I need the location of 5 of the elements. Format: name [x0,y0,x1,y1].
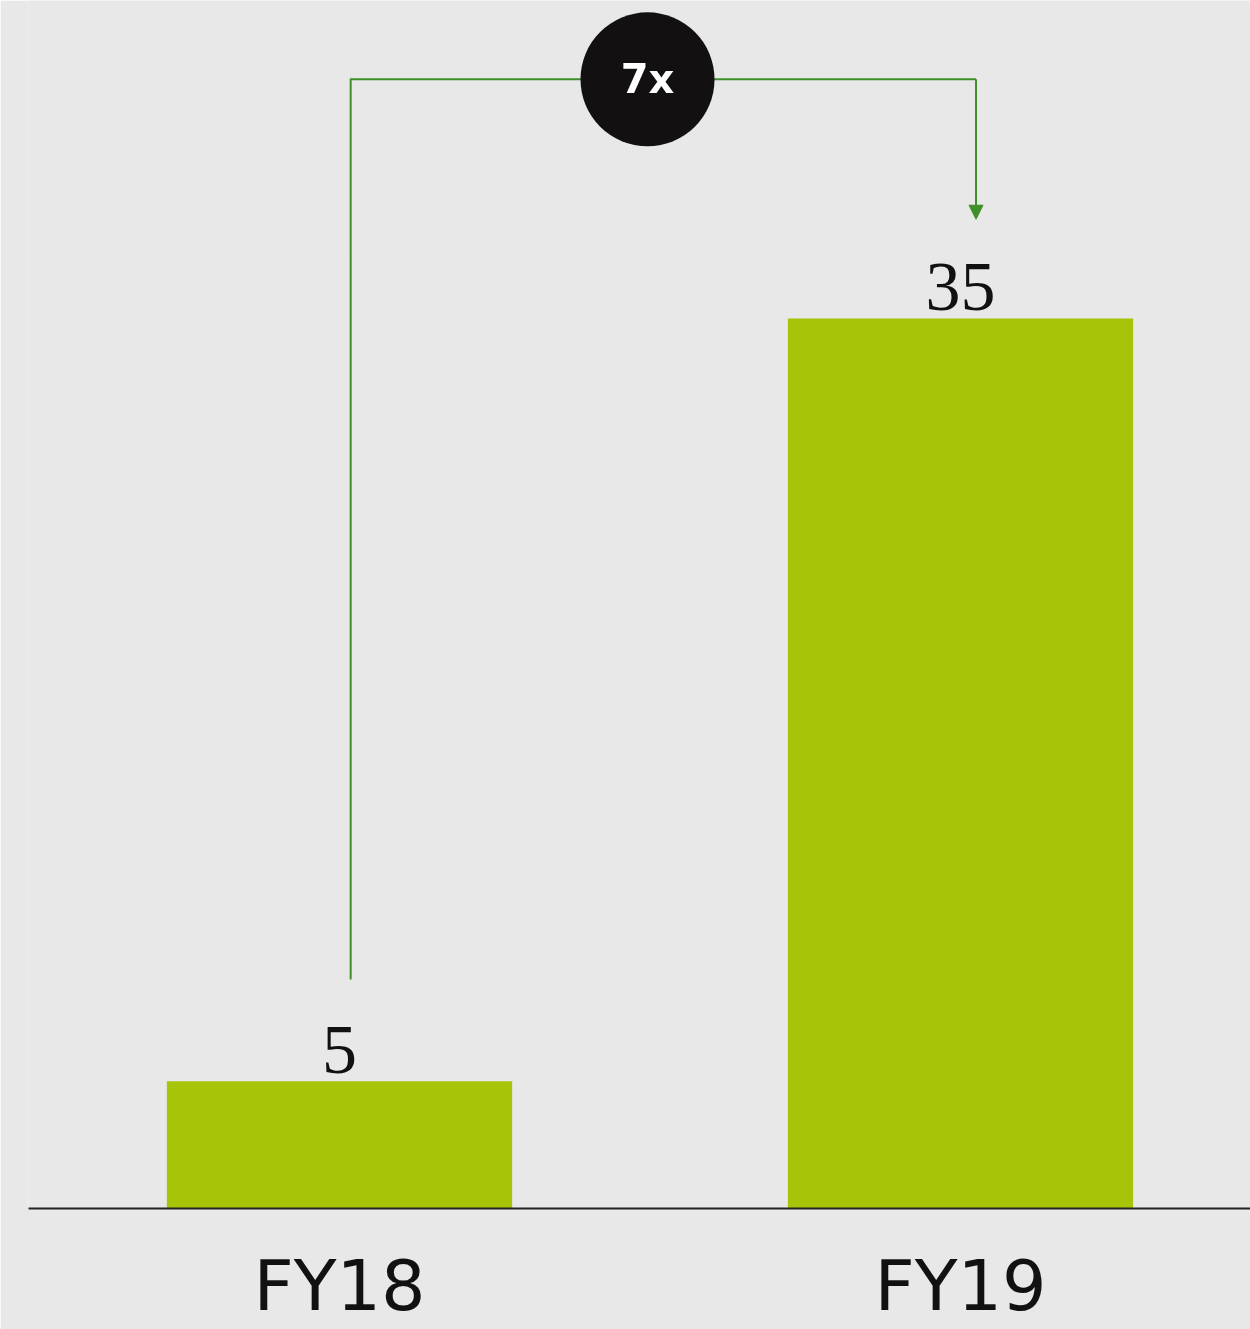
x-tick-label: FY19 [874,1244,1047,1327]
annotation: 7x [620,56,675,103]
data-label: 5 [322,1011,357,1089]
data-label: 35 [925,248,996,326]
x-tick-label: FY18 [253,1244,426,1327]
